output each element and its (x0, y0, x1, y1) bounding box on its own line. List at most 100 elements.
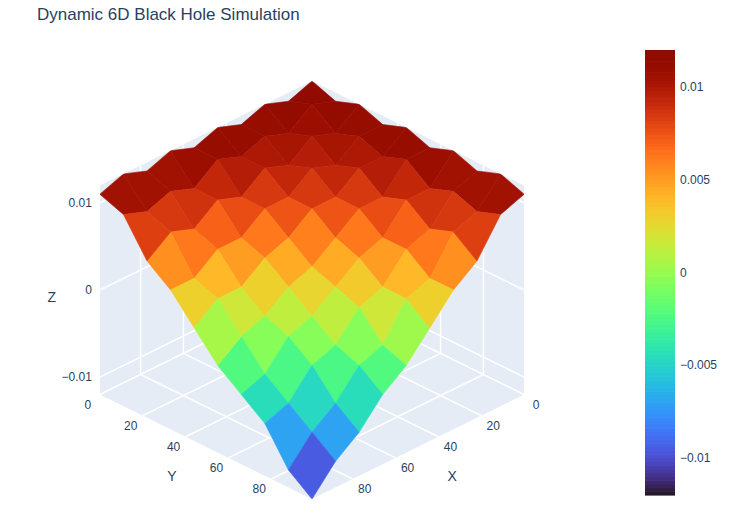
x-tick-label: 20 (487, 419, 501, 433)
colorbar-swatch (645, 313, 675, 317)
colorbar-swatch (645, 161, 675, 165)
surface-cell (288, 104, 335, 136)
colorbar-swatch (645, 387, 675, 391)
colorbar-tick-label: 0.01 (680, 80, 704, 94)
colorbar-swatch (645, 432, 675, 436)
y-tick-label: 0 (85, 398, 92, 412)
colorbar-swatch (645, 469, 675, 473)
y-axis-title: Y (167, 468, 177, 484)
colorbar-swatch (645, 202, 675, 206)
colorbar-tick (675, 365, 677, 366)
colorbar: −0.01−0.00500.0050.01 (645, 50, 717, 496)
y-tick-label: 60 (210, 461, 224, 475)
z-tick-label: −0.01 (61, 370, 92, 384)
x-axis-title: X (447, 468, 457, 484)
colorbar-swatch (645, 158, 675, 162)
colorbar-swatch (645, 276, 675, 280)
colorbar-swatch (645, 239, 675, 243)
y-tick-label: 40 (167, 440, 181, 454)
x-tick-label: 80 (358, 482, 372, 496)
colorbar-swatch (645, 235, 675, 239)
colorbar-swatch (645, 436, 675, 440)
surface-cell (406, 278, 453, 327)
colorbar-swatch (645, 128, 675, 132)
colorbar-swatch (645, 280, 675, 284)
colorbar-swatch (645, 150, 675, 154)
colorbar-swatch (645, 120, 675, 124)
colorbar-swatch (645, 484, 675, 488)
colorbar-swatch (645, 347, 675, 351)
colorbar-swatch (645, 98, 675, 102)
surface-cell (477, 174, 524, 215)
colorbar-swatch (645, 354, 675, 358)
colorbar-swatch (645, 332, 675, 336)
colorbar-swatch (645, 135, 675, 139)
colorbar-swatch (645, 406, 675, 410)
z-tick-label: 0.01 (69, 196, 93, 210)
colorbar-swatch (645, 113, 675, 117)
colorbar-swatch (645, 480, 675, 484)
colorbar-swatch (645, 295, 675, 299)
y-tick-label: 80 (253, 482, 267, 496)
colorbar-swatch (645, 399, 675, 403)
colorbar-swatch (645, 291, 675, 295)
surface-cell (100, 174, 147, 215)
colorbar-swatch (645, 228, 675, 232)
x-tick-label: 40 (444, 440, 458, 454)
chart: Dynamic 6D Black Hole Simulation02040608… (0, 0, 732, 506)
colorbar-swatch (645, 417, 675, 421)
colorbar-swatch (645, 154, 675, 158)
colorbar-tick (675, 272, 677, 273)
colorbar-swatch (645, 413, 675, 417)
colorbar-swatch (645, 384, 675, 388)
colorbar-swatch (645, 61, 675, 65)
colorbar-tick-label: 0.005 (680, 173, 710, 187)
surface-cell (194, 299, 241, 366)
colorbar-swatch (645, 172, 675, 176)
colorbar-swatch (645, 328, 675, 332)
colorbar-swatch (645, 402, 675, 406)
colorbar-swatch (645, 324, 675, 328)
surface-cell (288, 432, 335, 499)
grid (100, 81, 524, 479)
z-axis-title: Z (48, 289, 57, 305)
colorbar-swatch (645, 428, 675, 432)
colorbar-tick-label: −0.005 (680, 358, 717, 372)
colorbar-swatch (645, 254, 675, 258)
colorbar-swatch (645, 365, 675, 369)
colorbar-swatch (645, 350, 675, 354)
colorbar-swatch (645, 143, 675, 147)
colorbar-swatch (645, 258, 675, 262)
z-tick-label: 0 (85, 283, 92, 297)
colorbar-swatch (645, 180, 675, 184)
colorbar-swatch (645, 306, 675, 310)
colorbar-swatch (645, 213, 675, 217)
colorbar-swatch (645, 165, 675, 169)
colorbar-swatch (645, 72, 675, 76)
colorbar-swatch (645, 243, 675, 247)
colorbar-tick (675, 457, 677, 458)
colorbar-swatch (645, 321, 675, 325)
colorbar-swatch (645, 369, 675, 373)
colorbar-swatch (645, 391, 675, 395)
colorbar-swatch (645, 69, 675, 73)
colorbar-swatch (645, 261, 675, 265)
walls (100, 81, 524, 499)
colorbar-swatch (645, 109, 675, 113)
colorbar-swatch (645, 310, 675, 314)
surface-cell (288, 136, 335, 168)
colorbar-swatch (645, 117, 675, 121)
colorbar-swatch (645, 132, 675, 136)
colorbar-swatch (645, 362, 675, 366)
colorbar-swatch (645, 217, 675, 221)
colorbar-swatch (645, 87, 675, 91)
colorbar-swatch (645, 439, 675, 443)
colorbar-swatch (645, 410, 675, 414)
colorbar-swatch (645, 358, 675, 362)
colorbar-swatch (645, 57, 675, 61)
colorbar-swatch (645, 476, 675, 480)
colorbar-swatch (645, 106, 675, 110)
colorbar-swatch (645, 269, 675, 273)
axis-labels: 020406080020406080−0.0100.01 (61, 196, 539, 496)
colorbar-swatch (645, 336, 675, 340)
